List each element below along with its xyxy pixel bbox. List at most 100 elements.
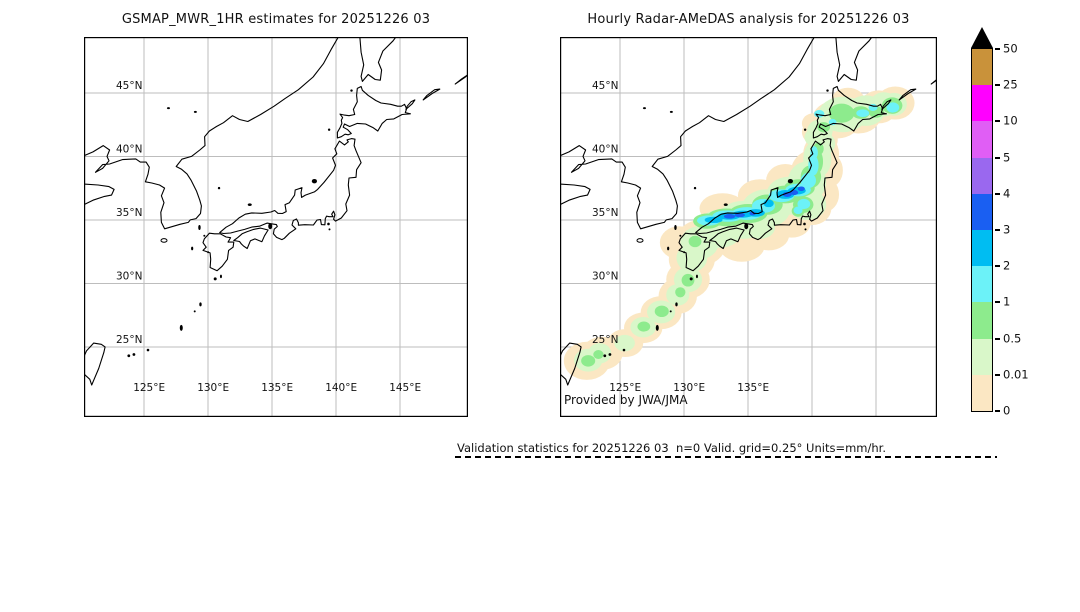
colorbar-tick-label: 25 [1003,77,1018,92]
coastlines [84,37,468,386]
colorbar-tick [995,192,1000,195]
colorbar-bar [971,48,993,412]
island-mark [787,178,793,184]
lat-label: 40°N [592,143,618,155]
precip-contour-blob [723,214,736,219]
colorbar-tick [995,265,1000,268]
island-mark [723,203,728,206]
island-mark [655,324,659,331]
lat-label: 25°N [116,334,142,346]
lon-label: 125°E [609,382,641,394]
island-mark [193,310,196,313]
coastline-path [560,37,815,230]
lat-label: 30°N [592,270,618,282]
lon-label: 125°E [133,382,165,394]
precip-contour-blob [593,350,604,359]
precip-contour-blob [808,155,819,176]
island-mark [675,302,678,307]
colorbar: 0 0.01 0.5 1 2 3 4 5 10 25 50 [971,27,1046,422]
panel-title-radar-amedas: Hourly Radar-AMeDAS analysis for 2025122… [587,12,910,27]
island-mark [213,277,217,281]
lat-label: 25°N [592,334,618,346]
lon-label: 140°E [325,382,357,394]
island-mark [636,238,644,243]
colorbar-tick-label: 0.01 [1003,367,1029,382]
precip-contour-blob [810,146,818,159]
lat-label: 35°N [592,207,618,219]
coastline-path [202,232,235,272]
colorbar-tick-label: 1 [1003,294,1011,309]
island-mark [669,310,672,313]
island-mark [132,353,136,356]
island-mark [622,348,626,352]
colorbar-tick [995,337,1000,340]
island-mark [160,238,168,243]
lon-label: 135°E [737,382,769,394]
colorbar-tick [995,410,1000,412]
colorbar-tick [995,84,1000,87]
island-mark [193,110,197,113]
map-panel-gsmap: 45°N 40°N 35°N 30°N 25°N 125°E 130°E 135°E 140°E… [84,37,468,417]
island-mark [683,251,686,254]
coastline-path [678,232,711,272]
colorbar-tick [995,373,1000,376]
island-mark [191,246,194,251]
coastline-path [560,183,591,206]
lon-label: 130°E [197,382,229,394]
colorbar-segment [972,49,992,86]
island-mark [219,274,222,279]
colorbar-tick-label: 0.5 [1003,330,1022,345]
precip-contour-blob [749,211,756,216]
island-mark [679,234,682,237]
lat-label: 45°N [116,80,142,92]
island-mark [198,225,201,230]
island-mark [207,251,210,254]
map-frame [84,37,468,417]
island-mark [804,228,807,231]
precip-contour-blob [797,198,811,210]
precip-contour-blob [734,212,745,218]
island-mark [744,223,749,230]
precip-contour-blob [681,273,695,287]
precip-contour-blob [654,305,669,318]
coastline-path [233,227,269,250]
island-mark [693,186,697,190]
island-mark [608,353,612,356]
coastline-path [84,342,106,386]
colorbar-segment [972,193,992,231]
colorbar-segment [972,302,992,339]
precip-contour-blob [793,206,803,215]
island-mark [327,128,331,131]
island-mark [146,348,150,352]
colorbar-tick-label: 2 [1003,258,1011,273]
colorbar-tick-label: 3 [1003,222,1011,237]
precip-contour-blob [688,235,702,248]
coastline-path [84,183,115,206]
coastline-path [84,37,339,230]
lat-label: 45°N [592,80,618,92]
lat-label: 35°N [116,207,142,219]
island-mark [674,225,677,230]
lat-label: 30°N [116,270,142,282]
grid-lines [84,37,468,417]
island-mark [695,274,698,279]
lon-label: 145°E [389,382,421,394]
colorbar-segment [972,85,992,122]
precip-contour-blob [886,102,900,113]
lon-label: 130°E [673,382,705,394]
island-mark [247,203,252,206]
island-mark [217,186,221,190]
coastline-path [422,88,441,101]
footer-dashed-line [455,456,997,458]
precip-contour-blob [797,186,805,192]
map-frame [560,37,937,417]
colorbar-segment [972,230,992,267]
island-mark [179,324,183,331]
panel-title-gsmap: GSMAP_MWR_1HR estimates for 20251226 03 [121,12,431,27]
coastline-path [709,227,745,250]
coastline-path [835,37,873,82]
island-mark [667,246,670,251]
coastlines [560,37,937,386]
island-mark [127,354,131,358]
coastline-path [454,74,468,85]
